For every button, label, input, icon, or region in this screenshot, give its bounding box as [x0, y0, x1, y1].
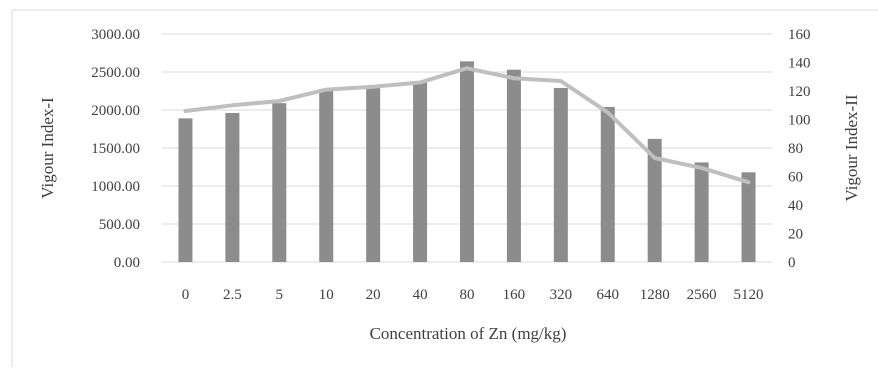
bar — [319, 91, 334, 262]
left-axis-ticks: 0.00 500.00 1000.00 1500.00 2000.00 2500.00 30… — [91, 27, 140, 271]
x-tick-label: 640 — [597, 287, 620, 303]
x-axis-ticks: 0 2.5 5 10 20 40 80 160 320 640 1280 2560 5120 — [182, 287, 764, 303]
bar — [272, 103, 287, 262]
x-tick-label: 5120 — [734, 287, 764, 303]
bar — [600, 106, 615, 263]
bar-series — [178, 61, 756, 263]
bar — [366, 87, 381, 262]
x-tick-label: 1280 — [640, 287, 670, 303]
right-axis-title: Vigour Index-II — [842, 94, 861, 201]
x-tick-label: 10 — [319, 287, 334, 303]
left-tick-label: 2500.00 — [91, 65, 140, 81]
right-tick-label: 60 — [788, 170, 803, 186]
x-axis-title: Concentration of Zn (mg/kg) — [370, 324, 567, 343]
x-tick-label: 0 — [182, 287, 190, 303]
x-tick-label: 320 — [550, 287, 573, 303]
x-tick-label: 5 — [276, 287, 284, 303]
x-tick-label: 40 — [413, 287, 428, 303]
bar — [553, 87, 568, 263]
bar — [178, 118, 193, 262]
x-tick-label: 80 — [460, 287, 475, 303]
right-tick-label: 120 — [788, 84, 811, 100]
left-tick-label: 1500.00 — [91, 141, 140, 157]
bar — [647, 138, 662, 262]
bar — [506, 69, 521, 262]
chart-frame-lines — [11, 9, 878, 367]
left-tick-label: 1000.00 — [91, 179, 140, 195]
x-tick-label: 160 — [503, 287, 526, 303]
left-tick-label: 2000.00 — [91, 103, 140, 119]
right-axis-ticks: 0 20 40 60 80 100 120 140 160 — [788, 27, 811, 271]
bar — [694, 162, 709, 262]
left-tick-label: 500.00 — [99, 217, 140, 233]
bar — [225, 113, 240, 262]
right-tick-label: 0 — [788, 255, 796, 271]
left-tick-label: 0.00 — [114, 255, 140, 271]
x-tick-label: 20 — [366, 287, 381, 303]
right-tick-label: 20 — [788, 227, 803, 243]
line-path — [183, 66, 751, 185]
line-series — [183, 66, 751, 185]
x-tick-label: 2.5 — [223, 287, 242, 303]
right-tick-label: 160 — [788, 27, 811, 43]
left-axis-title: Vigour Index-I — [38, 97, 57, 199]
left-tick-label: 3000.00 — [91, 27, 140, 43]
bar — [460, 61, 474, 262]
bar — [413, 81, 428, 263]
right-tick-label: 80 — [788, 141, 803, 157]
x-tick-label: 2560 — [687, 287, 717, 303]
right-tick-label: 140 — [788, 56, 811, 72]
right-tick-label: 40 — [788, 198, 803, 214]
right-tick-label: 100 — [788, 113, 811, 129]
bar — [741, 172, 756, 262]
